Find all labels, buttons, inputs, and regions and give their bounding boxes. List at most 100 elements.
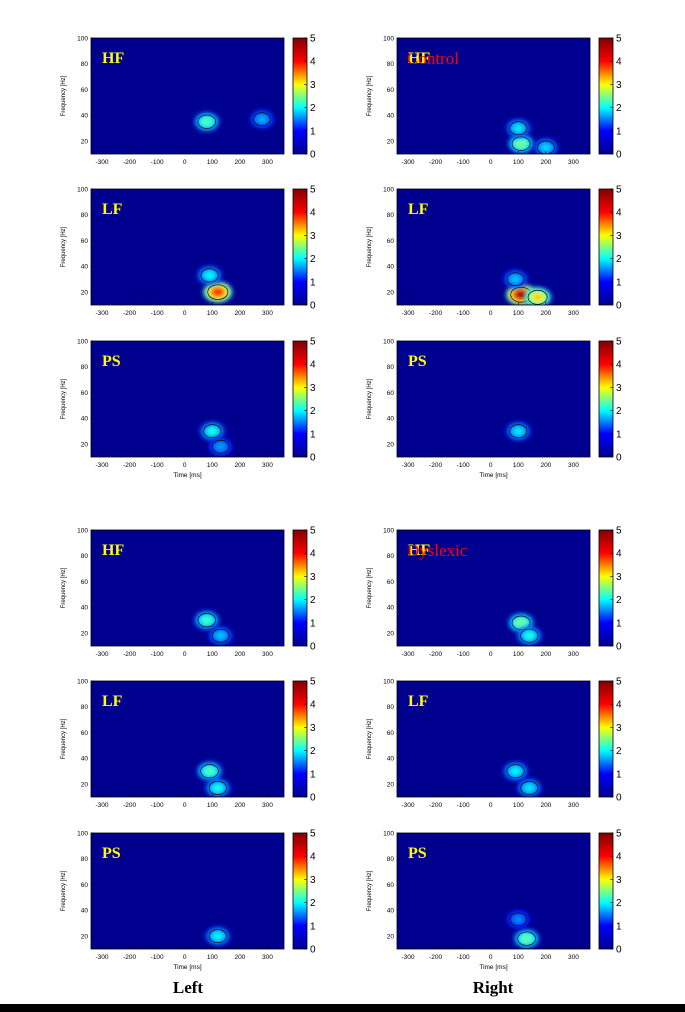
- heatmap-panel-control-right-ps: -300 -200 -100 0 100 200 30020406080100Frequen…: [367, 337, 622, 480]
- colorbar: 0 1 2 3 4 5: [598, 829, 622, 956]
- y-tick-label: 20: [387, 138, 395, 145]
- y-tick-label: 60: [387, 730, 395, 737]
- colorbar-tick-label: 5: [616, 677, 622, 688]
- x-tick-label: -100: [151, 954, 164, 961]
- x-tick-label: -300: [96, 310, 109, 317]
- heatmap-peak: [205, 778, 231, 797]
- colorbar-tick-label: 4: [310, 549, 316, 560]
- x-tick-label: 0: [489, 802, 493, 809]
- x-axis-label: Time [ms]: [479, 964, 507, 971]
- column-label-left: Left: [172, 978, 204, 997]
- contour-line: [208, 780, 227, 795]
- colorbar-tick-label: 1: [616, 618, 622, 629]
- colorbar: 0 1 2 3 4 5: [598, 526, 622, 653]
- panel-label: PS: [102, 845, 121, 862]
- x-tick-label: 0: [183, 159, 187, 166]
- colorbar: 0 1 2 3 4 5: [292, 526, 316, 653]
- x-tick-label: 300: [262, 462, 273, 469]
- y-tick-label: 100: [383, 186, 394, 193]
- colorbar-tick-label: 0: [310, 301, 316, 312]
- x-tick-label: 200: [540, 954, 551, 961]
- y-tick-label: 60: [81, 579, 89, 586]
- heatmap-background: [91, 530, 284, 646]
- contour-line: [197, 114, 217, 129]
- y-tick-label: 80: [387, 704, 395, 711]
- colorbar-tick-label: 4: [616, 700, 622, 711]
- colorbar: 0 1 2 3 4 5: [292, 677, 316, 804]
- colorbar-tick-label: 0: [616, 301, 622, 312]
- x-tick-label: -100: [457, 159, 470, 166]
- colorbar: 0 1 2 3 4 5: [598, 185, 622, 312]
- y-tick-label: 100: [77, 830, 88, 837]
- heatmap-background: [397, 530, 590, 646]
- y-axis-label: Frequency [Hz]: [61, 378, 67, 419]
- colorbar-tick-label: 1: [310, 277, 316, 288]
- x-tick-label: 200: [540, 802, 551, 809]
- x-tick-label: 200: [234, 802, 245, 809]
- y-tick-label: 60: [81, 238, 89, 245]
- x-tick-label: 200: [234, 954, 245, 961]
- y-axis-label: Frequency [Hz]: [61, 567, 67, 608]
- y-axis-label: Frequency [Hz]: [367, 226, 373, 267]
- heatmap-panel-control-right-hf: -300 -200 -100 0 100 200 30020406080100Frequen…: [367, 34, 622, 167]
- y-tick-label: 80: [81, 61, 89, 68]
- y-tick-label: 60: [387, 238, 395, 245]
- y-tick-label: 40: [81, 908, 89, 915]
- colorbar-tick-label: 1: [616, 429, 622, 440]
- x-tick-label: 0: [489, 310, 493, 317]
- colorbar: 0 1 2 3 4 5: [292, 337, 316, 464]
- x-tick-label: -100: [151, 310, 164, 317]
- x-tick-label: 0: [489, 651, 493, 658]
- contour-line: [509, 424, 528, 439]
- colorbar-tick-label: 4: [616, 549, 622, 560]
- heatmap-background: [91, 341, 284, 457]
- y-tick-label: 100: [77, 35, 88, 42]
- y-tick-label: 80: [387, 364, 395, 371]
- heatmap-background: [91, 189, 284, 305]
- colorbar-tick-label: 2: [616, 254, 622, 265]
- x-tick-label: -100: [151, 462, 164, 469]
- x-tick-label: -300: [402, 954, 415, 961]
- x-tick-label: -300: [96, 954, 109, 961]
- colorbar-tick-label: 1: [310, 126, 316, 137]
- colorbar-tick-label: 4: [616, 852, 622, 863]
- colorbar-tick-label: 3: [616, 231, 622, 242]
- colorbar: 0 1 2 3 4 5: [598, 337, 622, 464]
- y-tick-label: 20: [81, 138, 89, 145]
- heatmap-background: [397, 189, 590, 305]
- bottom-bar: [0, 1004, 685, 1012]
- x-tick-label: -100: [457, 462, 470, 469]
- y-tick-label: 40: [81, 416, 89, 423]
- colorbar-tick-label: 5: [310, 829, 316, 840]
- panel-label: PS: [102, 353, 121, 370]
- x-tick-label: 0: [489, 954, 493, 961]
- y-tick-label: 20: [387, 781, 395, 788]
- heatmap-background: [397, 341, 590, 457]
- colorbar-tick-label: 3: [616, 383, 622, 394]
- heatmap-peak: [523, 286, 552, 305]
- y-tick-label: 80: [81, 212, 89, 219]
- contour-line: [211, 439, 230, 454]
- x-tick-label: -200: [123, 651, 136, 658]
- x-tick-label: -100: [457, 310, 470, 317]
- y-tick-label: 100: [383, 338, 394, 345]
- colorbar-tick-label: 5: [310, 677, 316, 688]
- y-tick-label: 80: [81, 364, 89, 371]
- panel-label: LF: [408, 201, 429, 218]
- x-tick-label: 200: [234, 651, 245, 658]
- contour-line: [517, 931, 536, 946]
- colorbar: 0 1 2 3 4 5: [292, 34, 316, 161]
- contour-line: [520, 781, 539, 795]
- y-tick-label: 20: [387, 441, 395, 448]
- y-axis-label: Frequency [Hz]: [61, 226, 67, 267]
- y-tick-label: 100: [77, 527, 88, 534]
- y-tick-label: 40: [387, 908, 395, 915]
- x-tick-label: 300: [568, 310, 579, 317]
- x-tick-label: 100: [207, 310, 218, 317]
- x-tick-label: 100: [207, 159, 218, 166]
- x-tick-label: -200: [429, 462, 442, 469]
- x-tick-label: -300: [96, 802, 109, 809]
- heatmap-background: [91, 681, 284, 797]
- x-tick-label: -300: [402, 802, 415, 809]
